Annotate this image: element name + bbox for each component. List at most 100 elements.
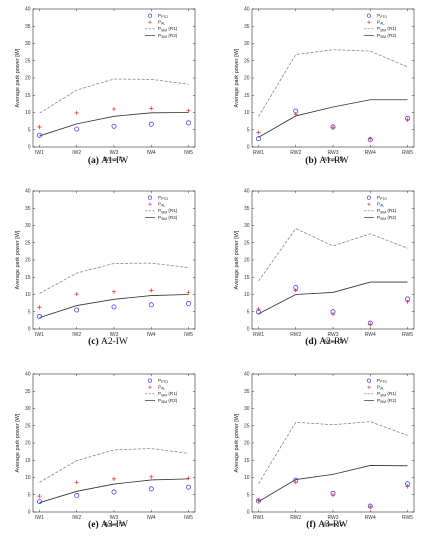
y-tick-label: 25 <box>244 240 250 246</box>
data-point-p_al <box>405 484 410 489</box>
x-tick-label: IW3 <box>110 150 119 156</box>
data-point-p_al <box>293 288 298 293</box>
y-tick-label: 15 <box>244 458 250 464</box>
series-line-p_sim_r1 <box>258 49 408 117</box>
x-tick-label: RW2 <box>290 150 301 156</box>
y-tick-label: 20 <box>244 76 250 82</box>
y-tick-label: 15 <box>25 93 31 99</box>
series-line-p_sim_r1 <box>39 78 189 114</box>
x-tick-label: IW2 <box>72 150 81 156</box>
x-tick-label: IW3 <box>110 515 119 521</box>
x-tick-label: IW4 <box>147 150 156 156</box>
legend-label-p_sim_r1: PSIM (R1) <box>377 26 397 32</box>
data-point-p_al <box>111 476 117 481</box>
data-point-p_al <box>405 117 410 122</box>
data-point-p_pto <box>37 499 42 505</box>
legend-marker-p_pto <box>148 378 153 383</box>
y-tick-label: 0 <box>247 327 250 333</box>
y-tick-label: 30 <box>25 41 31 47</box>
series-line-p_sim_r2 <box>39 112 189 137</box>
panel-caption: (c) A2-IW <box>88 336 128 347</box>
chart-panel-e: 0 5 10 15 20 25 30 35 40 IW1 IW2 IW3 IW4 IW5 Wave ID Av… <box>15 372 196 530</box>
panel-caption: (e) A3-IW <box>88 519 128 530</box>
y-tick-label: 0 <box>247 510 250 516</box>
legend-label-p_sim_r1: PSIM (R1) <box>377 208 397 214</box>
x-tick-label: RW2 <box>290 515 301 521</box>
data-point-p_al <box>256 130 261 135</box>
data-point-p_al <box>149 474 154 479</box>
y-tick-label: 30 <box>244 41 250 47</box>
data-point-p_al <box>368 322 373 327</box>
chart-panel-a: 0 5 10 15 20 25 30 35 40 IW1 IW2 IW3 IW4 IW5 Wave ID Av… <box>15 7 196 166</box>
series-line-p_sim_r2 <box>258 281 408 315</box>
legend-marker-p_pto <box>148 13 153 18</box>
x-tick-label: IW4 <box>147 515 156 521</box>
data-point-p_al <box>149 106 154 111</box>
plot-area <box>251 190 415 330</box>
y-tick-label: 5 <box>247 127 250 133</box>
panel-caption: (a) A1-IW <box>88 155 128 166</box>
legend-marker-p_al <box>367 202 371 206</box>
data-point-p_al <box>74 110 79 115</box>
y-tick-label: 20 <box>25 441 31 447</box>
data-point-p_pto <box>186 120 191 126</box>
y-tick-label: 15 <box>244 93 250 99</box>
y-tick-label: 35 <box>244 206 250 212</box>
y-tick-label: 30 <box>25 406 31 412</box>
legend-label-p_pto: PPTO <box>158 195 168 201</box>
data-point-p_pto <box>74 126 80 132</box>
x-tick-label: RW1 <box>253 150 264 156</box>
data-point-p_al <box>293 480 298 485</box>
legend-label-p_al: PAL <box>377 20 384 26</box>
data-point-p_pto <box>148 486 154 492</box>
y-tick-label: 0 <box>28 510 31 516</box>
x-tick-label: RW5 <box>402 150 413 156</box>
y-tick-label: 40 <box>244 7 250 13</box>
legend-label-p_al: PAL <box>158 202 165 208</box>
legend-label-p_pto: PPTO <box>377 378 387 384</box>
data-point-p_al <box>405 299 410 304</box>
data-point-p_al <box>37 305 42 310</box>
y-tick-label: 15 <box>25 458 31 464</box>
data-point-p_al <box>74 480 79 485</box>
plot-area <box>32 373 196 513</box>
data-point-p_pto <box>256 136 261 142</box>
series-line-p_sim_r2 <box>39 294 189 319</box>
data-point-p_pto <box>37 314 42 320</box>
legend-label-p_sim_r1: PSIM (R1) <box>158 208 178 214</box>
x-axis-label: Wave ID <box>104 157 125 163</box>
y-tick-label: 20 <box>244 258 250 264</box>
data-point-p_al <box>368 136 373 141</box>
legend-marker-p_al <box>367 385 371 389</box>
data-point-p_al <box>186 108 191 113</box>
series-line-p_sim_r1 <box>39 262 189 294</box>
x-tick-label: RW3 <box>327 332 338 338</box>
legend-label-p_al: PAL <box>377 202 384 208</box>
y-tick-label: 15 <box>244 275 250 281</box>
y-tick-label: 40 <box>25 189 31 195</box>
y-tick-label: 0 <box>28 327 31 333</box>
x-tick-label: IW5 <box>184 515 193 521</box>
y-tick-label: 10 <box>25 475 31 481</box>
data-point-p_al <box>37 494 42 499</box>
data-point-p_al <box>330 492 336 498</box>
legend-label-p_al: PAL <box>158 385 165 391</box>
series-line-p_sim_r1 <box>258 228 408 282</box>
data-point-p_al <box>330 312 336 317</box>
data-point-p_pto <box>74 307 80 313</box>
y-tick-label: 35 <box>25 389 31 395</box>
y-tick-label: 25 <box>244 423 250 429</box>
series-line-p_sim_r2 <box>39 478 189 504</box>
data-point-p_pto <box>148 302 154 308</box>
legend-marker-p_al <box>148 385 152 389</box>
x-tick-label: IW3 <box>110 332 119 338</box>
data-point-p_al <box>256 498 261 503</box>
legend-marker-p_pto <box>148 195 153 200</box>
legend-marker-p_al <box>148 20 152 24</box>
data-point-p_al <box>149 288 154 293</box>
data-point-p_pto <box>148 121 154 127</box>
